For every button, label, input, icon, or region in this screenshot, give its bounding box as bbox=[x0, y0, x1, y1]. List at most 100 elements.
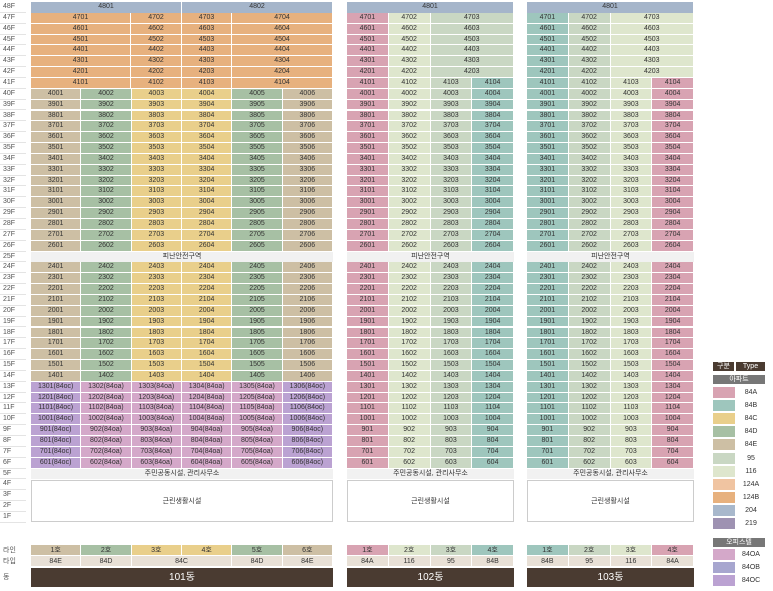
unit-cell: 2603 bbox=[131, 240, 182, 252]
unit-cell: 3101 bbox=[347, 186, 389, 198]
legend-label: 84B bbox=[737, 400, 766, 413]
line-label: 4호 bbox=[182, 545, 233, 556]
unit-cell: 4703 bbox=[610, 12, 694, 24]
office-cell: 604(84oa) bbox=[182, 457, 233, 469]
unit-cell: 2604 bbox=[472, 240, 514, 252]
unit-cell: 2101 bbox=[347, 294, 389, 306]
line-label: 2호 bbox=[568, 545, 611, 556]
commercial-zone: 근린생활시설 bbox=[347, 480, 514, 522]
floor-label: 19F bbox=[0, 317, 26, 328]
floor-label: 37F bbox=[0, 121, 26, 133]
unit-cell: 1101 bbox=[347, 403, 389, 415]
floor-label: 21F bbox=[0, 295, 26, 306]
floor-label: 39F bbox=[0, 100, 26, 111]
unit-cell: 4104 bbox=[472, 77, 514, 89]
unit-cell: 4502 bbox=[131, 34, 182, 46]
unit-cell: 2006 bbox=[282, 305, 333, 317]
office-cell: 1003(84oa) bbox=[131, 414, 182, 426]
floor-label: 28F bbox=[0, 219, 26, 230]
office-cell: 1206(84oc) bbox=[282, 392, 333, 404]
office-cell: 806(84oc) bbox=[282, 436, 333, 447]
unit-cell: 2005 bbox=[232, 305, 283, 317]
unit-cell: 2402 bbox=[388, 262, 431, 274]
unit-cell: 3501 bbox=[527, 143, 569, 154]
unit-cell: 4003 bbox=[610, 88, 653, 100]
unit-cell: 2705 bbox=[232, 229, 283, 241]
legend-label: 84A bbox=[737, 387, 766, 399]
legend-label: 84OA bbox=[737, 549, 766, 561]
unit-cell: 1602 bbox=[81, 349, 132, 361]
unit-cell: 4302 bbox=[131, 56, 182, 68]
unit-cell: 3602 bbox=[388, 132, 431, 144]
unit-cell: 1706 bbox=[282, 338, 333, 350]
unit-cell: 2906 bbox=[282, 208, 333, 219]
unit-cell: 1903 bbox=[610, 316, 653, 328]
unit-cell: 3306 bbox=[282, 164, 333, 176]
unit-cell: 4202 bbox=[388, 67, 431, 78]
unit-cell: 3706 bbox=[282, 121, 333, 133]
unit-cell: 4201 bbox=[347, 67, 389, 78]
unit-cell: 1804 bbox=[652, 327, 694, 339]
floor-label: 9F bbox=[0, 425, 26, 436]
unit-cell: 1002 bbox=[568, 414, 611, 426]
legend-label: 124A bbox=[737, 478, 766, 491]
office-cell: 902(84oa) bbox=[81, 425, 132, 436]
unit-cell: 3403 bbox=[131, 153, 182, 165]
unit-cell: 1506 bbox=[282, 360, 333, 371]
unit-cell: 1902 bbox=[388, 316, 431, 328]
unit-cell: 3904 bbox=[652, 99, 694, 111]
unit-cell: 2702 bbox=[388, 229, 431, 241]
refuge-zone: 피난안전구역 bbox=[31, 251, 333, 263]
unit-cell: 3106 bbox=[282, 186, 333, 198]
unit-cell: 4002 bbox=[388, 88, 431, 100]
unit-cell: 2101 bbox=[31, 294, 82, 306]
floor-label: 48F bbox=[0, 2, 26, 13]
legend-swatch bbox=[713, 518, 736, 530]
unit-cell: 3404 bbox=[652, 153, 694, 165]
unit-cell: 2601 bbox=[31, 240, 82, 252]
type-label: 84A bbox=[347, 556, 389, 567]
unit-4801: 4801 bbox=[527, 2, 694, 13]
unit-cell: 3502 bbox=[81, 143, 132, 154]
unit-cell: 2004 bbox=[182, 305, 233, 317]
unit-cell: 1001 bbox=[527, 414, 569, 426]
floor-label: 6F bbox=[0, 458, 26, 469]
unit-cell: 3804 bbox=[182, 110, 233, 122]
unit-cell: 2403 bbox=[430, 262, 473, 274]
unit-cell: 3502 bbox=[568, 143, 611, 154]
unit-cell: 3606 bbox=[282, 132, 333, 144]
unit-cell: 1703 bbox=[131, 338, 182, 350]
floor-label: 38F bbox=[0, 111, 26, 122]
unit-cell: 2206 bbox=[282, 284, 333, 295]
unit-cell: 2406 bbox=[282, 262, 333, 274]
unit-cell: 1401 bbox=[347, 370, 389, 382]
unit-cell: 2904 bbox=[182, 208, 233, 219]
unit-cell: 2701 bbox=[527, 229, 569, 241]
unit-cell: 1004 bbox=[652, 414, 694, 426]
office-cell: 801(84oc) bbox=[31, 436, 82, 447]
unit-cell: 1101 bbox=[527, 403, 569, 415]
unit-cell: 1905 bbox=[232, 316, 283, 328]
unit-cell: 3205 bbox=[232, 175, 283, 187]
unit-cell: 2401 bbox=[527, 262, 569, 274]
type-label: 84A bbox=[652, 556, 694, 567]
unit-cell: 1802 bbox=[81, 327, 132, 339]
label-type: 타입 bbox=[3, 558, 16, 565]
floor-label: 5F bbox=[0, 469, 26, 480]
unit-cell: 2301 bbox=[527, 273, 569, 285]
unit-cell: 2303 bbox=[430, 273, 473, 285]
floor-label: 25F bbox=[0, 252, 26, 263]
unit-cell: 4203 bbox=[430, 67, 514, 78]
unit-cell: 902 bbox=[388, 425, 431, 436]
unit-cell: 4001 bbox=[347, 88, 389, 100]
unit-cell: 3801 bbox=[347, 110, 389, 122]
unit-cell: 3302 bbox=[568, 164, 611, 176]
unit-cell: 3702 bbox=[568, 121, 611, 133]
unit-cell: 2901 bbox=[527, 208, 569, 219]
unit-cell: 903 bbox=[430, 425, 473, 436]
type-label: 84B bbox=[472, 556, 514, 567]
unit-cell: 3004 bbox=[652, 197, 694, 209]
unit-cell: 4503 bbox=[610, 34, 694, 46]
unit-cell: 3902 bbox=[568, 99, 611, 111]
unit-cell: 4404 bbox=[232, 45, 333, 57]
